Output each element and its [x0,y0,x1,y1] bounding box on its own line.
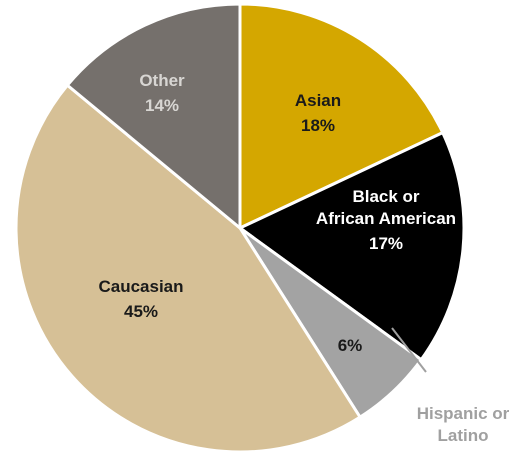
label-line: Other [139,71,185,90]
external-label-hispanic-or-latino: Hispanic or Latino [417,404,510,445]
label-line: Black or [352,187,419,206]
slice-value: 6% [338,336,363,355]
slice-value: 17% [369,234,403,253]
label-line: Latino [438,426,489,445]
label-line: Hispanic or [417,404,510,423]
pie-labels: Asian 18% Black or African American 17% 6% His… [98,71,509,445]
pie-slice-other [65,2,242,232]
slice-value: 18% [301,116,335,135]
label-line: African American [316,209,456,228]
slice-label-black-or-african-american: Black or African American 17% [316,187,456,253]
slice-label-caucasian: Caucasian 45% [98,277,183,321]
slice-value: 14% [145,96,179,115]
pie-slice-asian [238,2,445,231]
label-line: Asian [295,91,341,110]
pie-slice-caucasian [14,83,363,454]
slice-label-hispanic-or-latino: 6% [338,336,363,355]
pie-slice-black-or-african-american [237,130,466,362]
leader-line [391,327,427,373]
pie-slices [14,2,466,454]
label-line: Caucasian [98,277,183,296]
slice-value: 45% [124,302,158,321]
slice-label-asian: Asian 18% [295,91,341,135]
slice-label-other: Other 14% [139,71,185,115]
